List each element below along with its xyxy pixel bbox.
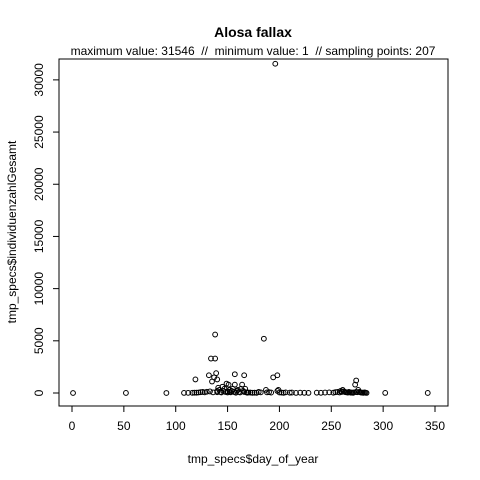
data-point: [286, 389, 293, 396]
data-point: [208, 355, 214, 362]
data-point: [181, 389, 187, 396]
data-point: [191, 389, 198, 396]
x-tick-label: 150: [218, 419, 238, 433]
x-axis-label: tmp_specs$day_of_year: [188, 452, 319, 466]
data-point: [225, 381, 232, 388]
x-tick-label: 100: [166, 419, 186, 433]
data-point: [305, 389, 312, 396]
data-point: [282, 389, 289, 396]
data-point: [318, 389, 324, 396]
data-point: [293, 389, 299, 396]
data-point: [185, 389, 192, 396]
data-point: [424, 390, 431, 396]
data-point: [197, 389, 204, 396]
y-axis-label: tmp_specs$individuenzahlGesamt: [5, 140, 19, 323]
data-point: [241, 372, 248, 379]
data-point: [214, 376, 221, 383]
data-point: [193, 389, 200, 396]
data-point: [239, 381, 245, 388]
data-point: [363, 389, 370, 396]
y-tick-label: 0: [32, 389, 46, 396]
data-point: [237, 389, 243, 396]
data-point: [163, 390, 170, 396]
data-points: [70, 60, 431, 396]
data-point: [274, 372, 281, 379]
x-tick-label: 350: [425, 419, 445, 433]
data-point: [326, 389, 333, 396]
data-point: [212, 331, 219, 338]
x-tick-label: 200: [269, 419, 289, 433]
data-point: [272, 60, 279, 67]
data-point: [231, 371, 238, 378]
data-point: [332, 389, 339, 396]
data-point: [231, 381, 238, 388]
data-point: [264, 389, 270, 396]
chart-subtitle: maximum value: 31546 // minimum value: 1…: [71, 44, 436, 58]
data-point: [245, 389, 252, 396]
data-point: [322, 389, 328, 396]
data-point: [189, 389, 196, 396]
x-tick-label: 300: [373, 419, 393, 433]
data-point: [203, 388, 210, 395]
data-point: [195, 389, 202, 396]
data-point: [212, 355, 219, 362]
chart-title: Alosa fallax: [214, 24, 292, 40]
y-tick-label: 10000: [32, 272, 46, 306]
data-point: [213, 370, 220, 377]
data-point: [278, 389, 285, 396]
x-tick-label: 50: [117, 419, 131, 433]
y-axis: 0 5000 10000 15000 20000 25000 30000: [32, 63, 60, 396]
y-tick-label: 15000: [32, 219, 46, 253]
data-point: [247, 389, 254, 396]
data-point: [123, 390, 129, 396]
data-point: [288, 389, 295, 396]
data-point: [249, 389, 256, 396]
data-point: [301, 389, 308, 396]
data-point: [353, 377, 360, 384]
data-point: [207, 388, 213, 395]
x-axis: 0 50 100 150 200 250 300 350: [69, 405, 445, 433]
y-tick-label: 25000: [32, 115, 46, 149]
data-point: [192, 376, 199, 383]
data-point: [70, 390, 76, 396]
data-point: [276, 389, 283, 396]
data-point: [313, 389, 320, 396]
data-point: [297, 389, 304, 396]
data-point: [260, 335, 267, 342]
data-point: [251, 389, 258, 396]
data-point: [206, 372, 212, 379]
y-tick-label: 20000: [32, 167, 46, 201]
x-tick-label: 0: [69, 419, 76, 433]
data-point: [268, 389, 275, 396]
y-tick-label: 30000: [32, 63, 46, 97]
plot-frame: [58, 58, 449, 407]
data-point: [257, 389, 264, 396]
y-tick-label: 5000: [32, 327, 46, 354]
x-tick-label: 250: [321, 419, 341, 433]
data-point: [382, 389, 389, 396]
